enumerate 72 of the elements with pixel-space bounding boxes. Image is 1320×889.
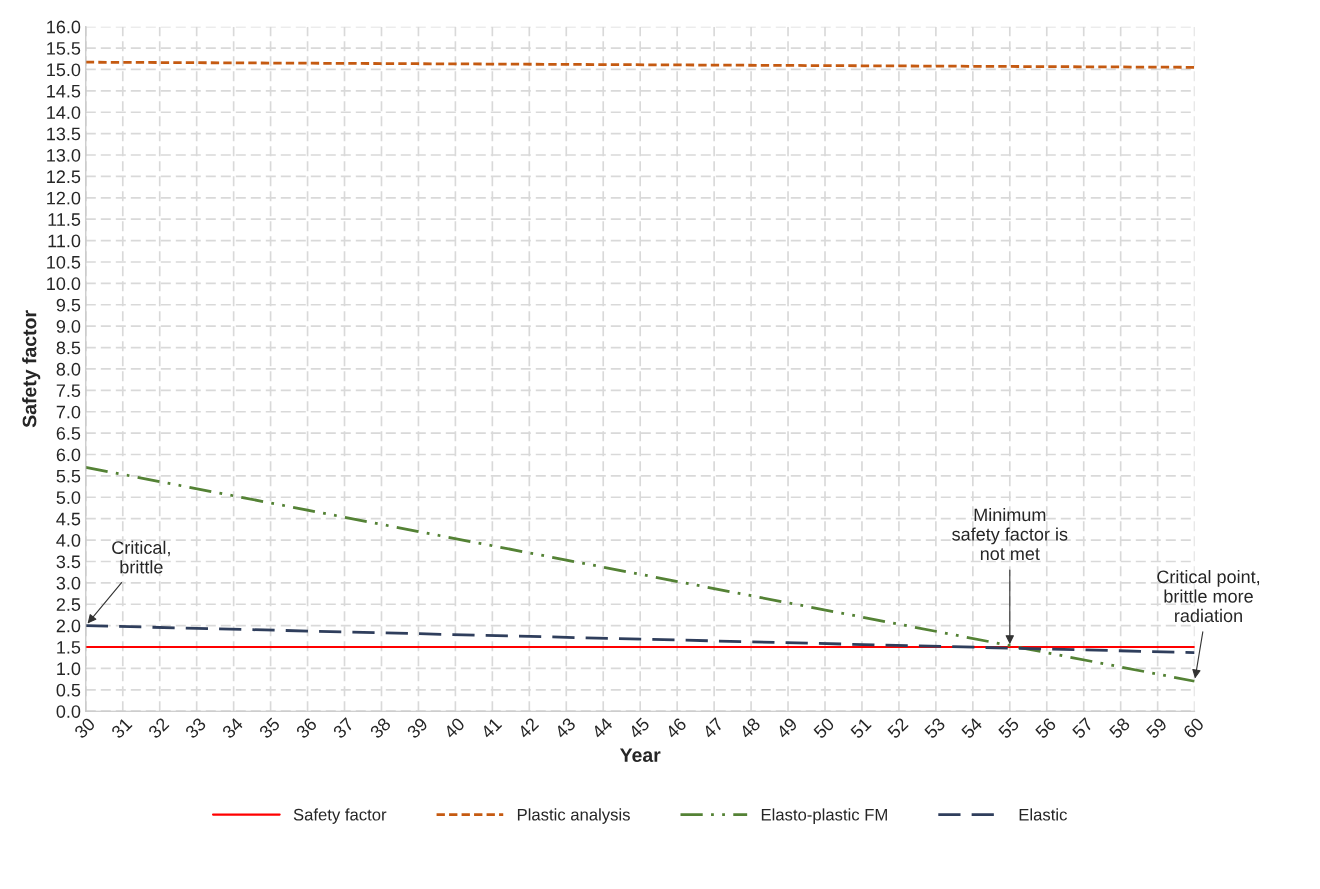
x-tick-label: 54 [960, 716, 983, 740]
x-tick-label: 37 [332, 717, 355, 740]
x-tick-label: 32 [147, 717, 170, 740]
x-tick-label: 50 [812, 716, 836, 740]
y-tick-label: 14.5 [47, 84, 81, 98]
x-tick-label: 57 [1071, 717, 1094, 740]
annotation: Critical, brittle [112, 540, 170, 574]
y-tick-label: 9.0 [56, 320, 81, 333]
x-tick-label: 39 [406, 717, 429, 740]
y-tick-label: 13.5 [47, 127, 81, 141]
x-tick-label: 41 [480, 717, 503, 740]
x-tick-label: 31 [110, 717, 133, 740]
x-tick-label: 40 [442, 716, 466, 740]
y-tick-label: 13.0 [47, 148, 81, 162]
y-tick-label: 5.0 [56, 491, 81, 504]
annotation: Critical point, brittle more radiation [1157, 569, 1260, 623]
y-tick-label: 0.0 [56, 705, 81, 718]
x-tick-label: 59 [1145, 717, 1168, 740]
y-tick-label: 10.5 [47, 255, 81, 269]
x-tick-label: 45 [627, 717, 651, 740]
y-tick-label: 7.5 [56, 384, 81, 398]
legend-label: Safety factor [293, 808, 387, 824]
y-tick-label: 3.5 [56, 555, 81, 569]
x-tick-label: 58 [1108, 716, 1131, 740]
y-tick-label: 4.0 [56, 534, 81, 547]
y-tick-label: 12.0 [47, 191, 81, 205]
x-tick-label: 43 [553, 716, 577, 740]
y-tick-label: 11.5 [48, 213, 81, 226]
x-tick-label: 44 [590, 716, 614, 740]
x-tick-label: 47 [701, 717, 724, 740]
y-tick-label: 12.5 [47, 170, 81, 184]
y-tick-label: 16.0 [47, 20, 81, 34]
y-tick-label: 10.0 [47, 277, 81, 291]
y-tick-label: 6.0 [56, 448, 81, 462]
y-tick-label: 2.0 [56, 619, 81, 633]
x-tick-label: 53 [923, 716, 946, 740]
x-tick-label: 56 [1034, 716, 1057, 740]
x-tick-label: 51 [849, 717, 872, 740]
x-tick-label: 33 [184, 716, 207, 740]
y-tick-label: 11.0 [48, 234, 81, 248]
y-tick-label: 9.5 [56, 298, 81, 312]
x-tick-label: 52 [886, 717, 909, 740]
y-tick-label: 15.0 [47, 63, 81, 77]
x-tick-label: 34 [221, 716, 244, 740]
y-tick-label: 8.0 [56, 362, 81, 376]
x-tick-label: 49 [775, 717, 798, 740]
y-tick-label: 7.0 [56, 405, 81, 419]
y-tick-label: 15.5 [47, 42, 81, 55]
y-tick-label: 2.5 [56, 598, 81, 611]
x-axis-title: Year [619, 748, 661, 762]
y-tick-label: 3.0 [56, 576, 81, 590]
x-tick-label: 38 [369, 716, 392, 740]
x-tick-label: 36 [295, 716, 318, 740]
x-tick-label: 42 [516, 717, 540, 740]
x-tick-label: 60 [1182, 716, 1205, 739]
x-tick-label: 48 [738, 716, 762, 740]
y-tick-label: 1.0 [57, 662, 81, 676]
annotation: Minimum safety factor is not met [952, 507, 1068, 561]
x-tick-label: 35 [258, 716, 281, 740]
y-tick-label: 5.5 [56, 470, 81, 483]
legend-label: Elastic [1019, 808, 1067, 821]
legend-label: Plastic analysis [517, 808, 630, 824]
x-tick-label: 46 [664, 716, 688, 740]
legend-label: Elasto-plastic FM [761, 808, 887, 824]
y-tick-label: 1.5 [57, 641, 81, 654]
y-tick-label: 14.0 [47, 106, 81, 119]
y-tick-label: 4.5 [56, 512, 81, 526]
y-tick-label: 6.5 [56, 427, 81, 440]
y-tick-label: 8.5 [56, 341, 81, 355]
y-axis-title: Safety factor [22, 310, 41, 428]
y-tick-label: 0.5 [56, 683, 81, 697]
x-tick-label: 55 [997, 717, 1020, 740]
